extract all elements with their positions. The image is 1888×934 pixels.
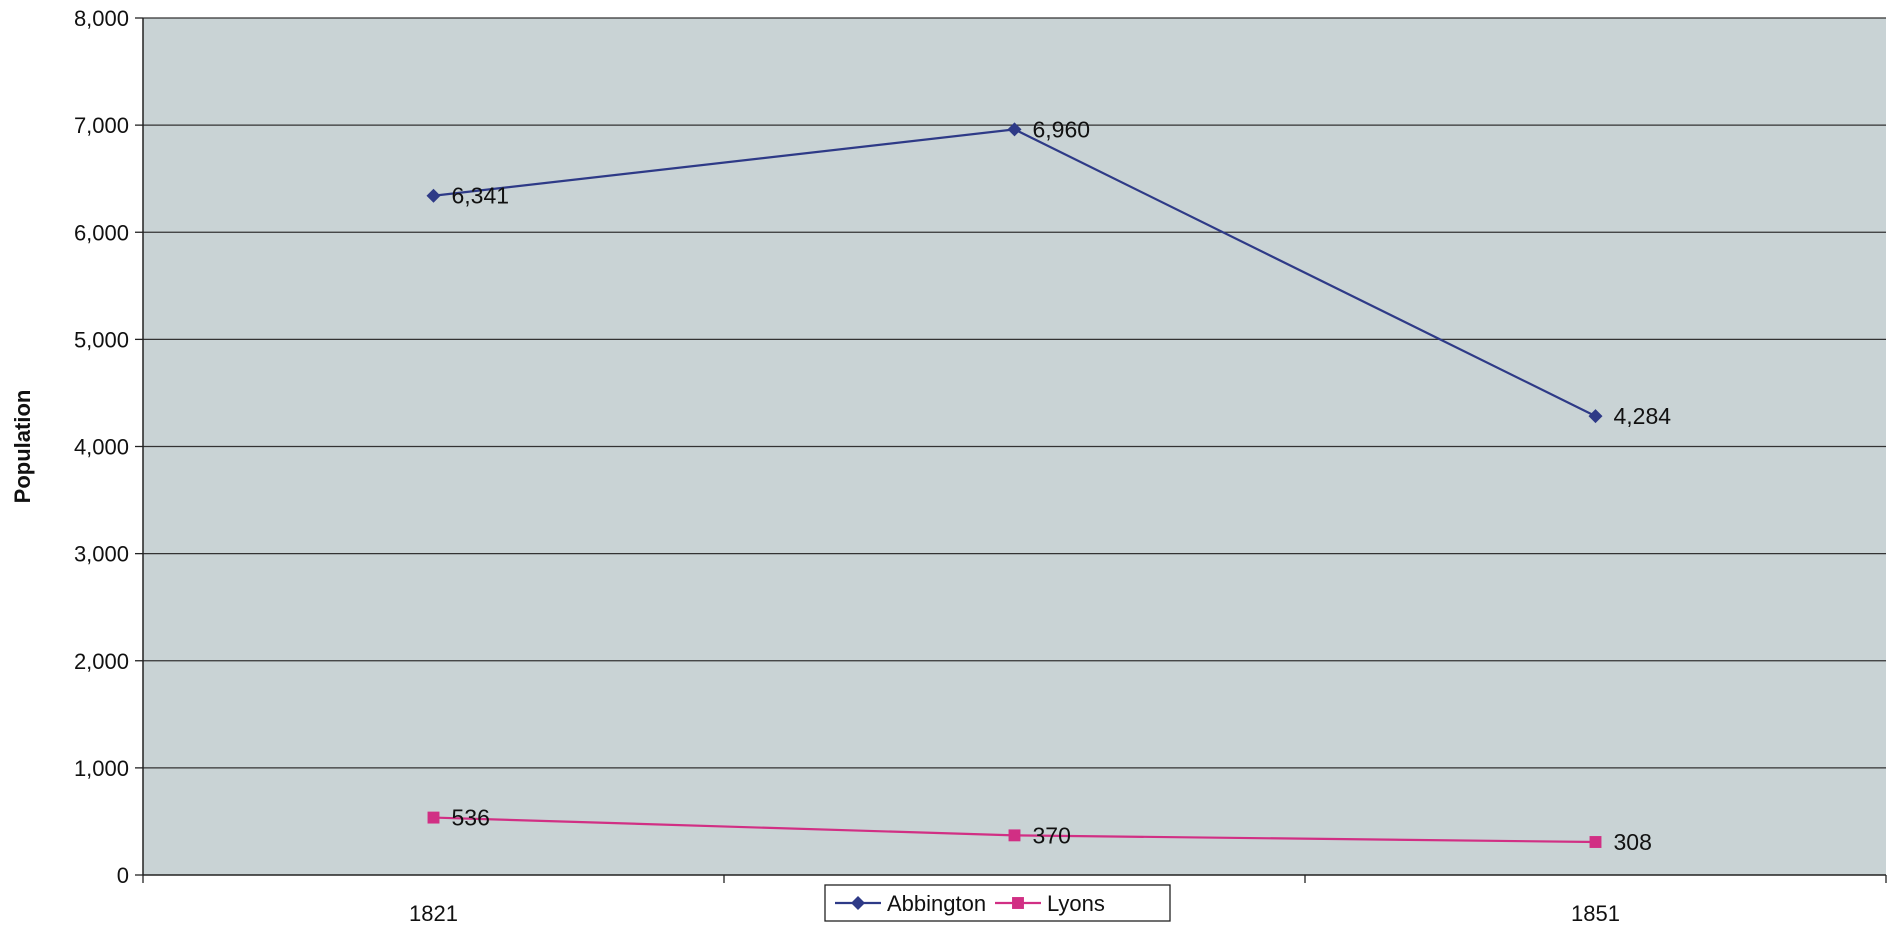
data-point-lyons xyxy=(1589,836,1602,848)
data-point-lyons xyxy=(427,811,440,824)
gridlines xyxy=(143,17,1886,769)
axes: 0 1,000 2,000 3,000 4,000 5,000 6,000 7,000 8,00… xyxy=(74,6,1887,926)
x-tick-label: 1821 xyxy=(409,901,458,926)
legend[interactable]: Abbington Lyons xyxy=(824,884,1171,922)
data-label: 4,284 xyxy=(1614,403,1672,429)
data-label: 6,960 xyxy=(1033,116,1091,142)
data-label: 6,341 xyxy=(452,183,510,209)
y-tick-label: 1,000 xyxy=(74,756,129,781)
y-tick-label: 0 xyxy=(117,863,129,888)
y-tick-label: 5,000 xyxy=(74,327,129,352)
legend-marker-lyons xyxy=(1012,897,1024,909)
legend-label-lyons[interactable]: Lyons xyxy=(1047,891,1105,916)
data-point-abbington xyxy=(426,188,441,203)
y-tick-label: 2,000 xyxy=(74,649,129,674)
y-tick-label: 6,000 xyxy=(74,220,129,245)
data-point-abbington xyxy=(1007,122,1022,137)
legend-marker-abbington xyxy=(851,896,865,910)
data-point-abbington xyxy=(1588,409,1603,424)
data-label: 370 xyxy=(1033,822,1071,848)
y-tick-label: 4,000 xyxy=(74,435,129,460)
data-label: 308 xyxy=(1614,829,1652,855)
data-labels: 6,341 6,960 4,284 536 370 308 xyxy=(452,116,1672,855)
series-lines xyxy=(426,122,1603,848)
legend-label-abbington[interactable]: Abbington xyxy=(887,891,986,916)
data-label: 536 xyxy=(452,805,490,831)
y-tick-label: 8,000 xyxy=(74,6,129,31)
y-tick-label: 3,000 xyxy=(74,542,129,567)
x-tick-label: 1851 xyxy=(1571,901,1620,926)
y-tick-label: 7,000 xyxy=(74,113,129,138)
data-point-lyons xyxy=(1008,829,1021,842)
y-axis-title: Population xyxy=(10,390,35,504)
